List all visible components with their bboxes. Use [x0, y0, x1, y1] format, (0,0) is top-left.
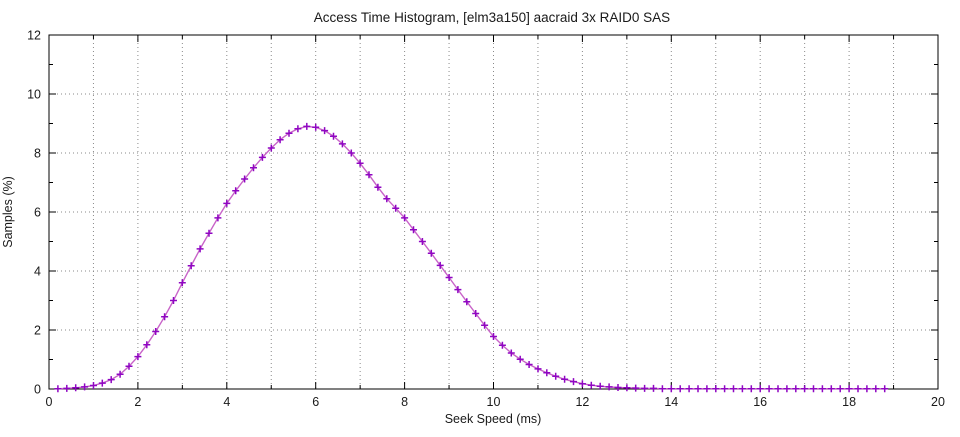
x-tick-label: 4 — [223, 395, 230, 409]
x-tick-label: 10 — [487, 395, 501, 409]
x-tick-label: 8 — [401, 395, 408, 409]
tick-labels: 0 2 4 6 8 10 12 14 16 18 20 0 2 4 6 8 10 12 — [27, 29, 945, 410]
y-tick-label: 0 — [34, 383, 41, 397]
x-tick-label: 16 — [753, 395, 767, 409]
y-tick-label: 12 — [27, 29, 41, 43]
gridlines — [49, 35, 938, 389]
y-tick-label: 4 — [34, 265, 41, 279]
x-tick-label: 6 — [312, 395, 319, 409]
x-tick-label: 0 — [46, 395, 53, 409]
data-series — [54, 122, 889, 393]
x-tick-label: 18 — [842, 395, 856, 409]
x-axis-label: Seek Speed (ms) — [445, 412, 542, 426]
x-tick-label: 14 — [664, 395, 678, 409]
x-tick-label: 2 — [134, 395, 141, 409]
y-axis-label: Samples (%) — [1, 176, 15, 248]
series-line — [57, 125, 885, 390]
y-tick-label: 8 — [34, 147, 41, 161]
chart-title: Access Time Histogram, [elm3a150] aacrai… — [314, 10, 670, 25]
data-point-markers — [54, 122, 889, 393]
x-tick-label: 12 — [575, 395, 589, 409]
x-tick-label: 20 — [931, 395, 945, 409]
y-tick-label: 10 — [27, 88, 41, 102]
y-tick-label: 2 — [34, 324, 41, 338]
y-tick-label: 6 — [34, 206, 41, 220]
